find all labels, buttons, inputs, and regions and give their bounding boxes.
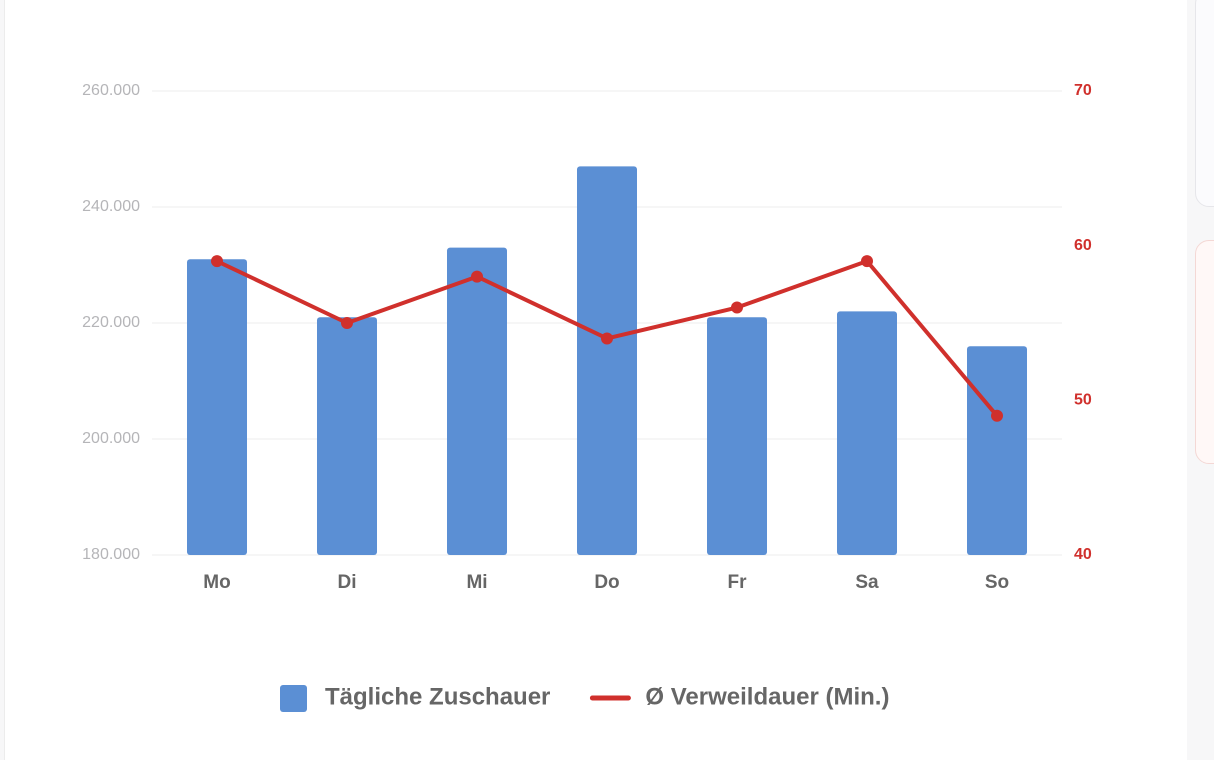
bar	[317, 317, 377, 555]
x-tick-label: Do	[594, 572, 619, 593]
y2-tick-label: 50	[1074, 392, 1092, 409]
bar	[837, 311, 897, 555]
x-tick-label: Fr	[728, 572, 748, 593]
bar	[967, 346, 1027, 555]
bar	[707, 317, 767, 555]
x-tick-label: Mi	[466, 572, 487, 593]
line-point	[341, 317, 353, 329]
legend-label: Tägliche Zuschauer	[325, 683, 550, 710]
line-point	[601, 332, 613, 345]
y2-tick-label: 40	[1074, 546, 1092, 563]
bar	[577, 166, 637, 555]
legend-swatch	[280, 685, 307, 712]
line-point	[991, 409, 1003, 422]
x-tick-label: Mo	[203, 572, 230, 593]
line-point	[211, 255, 223, 268]
x-tick-label: So	[985, 572, 1009, 593]
y2-tick-label: 60	[1074, 237, 1092, 254]
legend-label: Ø Verweildauer (Min.)	[645, 683, 889, 710]
x-tick-label: Sa	[855, 572, 879, 593]
x-tick-label: Di	[338, 572, 357, 593]
bar	[187, 259, 247, 555]
y-tick-label: 200.000	[82, 430, 140, 447]
y-tick-label: 240.000	[82, 198, 140, 215]
y-tick-label: 220.000	[82, 314, 140, 331]
line-point	[471, 270, 483, 283]
y-tick-label: 260.000	[82, 82, 140, 99]
side-card-alert	[1195, 240, 1214, 464]
bar	[447, 247, 507, 555]
y-tick-label: 180.000	[82, 546, 140, 563]
line-point	[731, 301, 743, 314]
side-card	[1195, 0, 1214, 207]
y2-tick-label: 70	[1074, 82, 1092, 99]
line-point	[861, 255, 873, 268]
